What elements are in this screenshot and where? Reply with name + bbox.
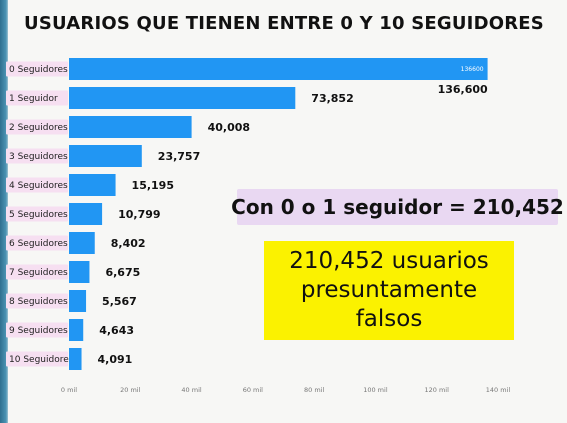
category-label: 7 Seguidores	[9, 268, 68, 278]
category-label: 9 Seguidores	[9, 326, 68, 336]
data-label: 5,567	[102, 295, 137, 308]
category-label-bg	[6, 322, 68, 338]
x-tick-label: 60 mil	[243, 386, 263, 394]
bar	[69, 348, 82, 370]
x-tick-label: 120 mil	[425, 386, 450, 394]
data-label: 73,852	[311, 92, 353, 105]
bar	[69, 232, 95, 254]
category-label: 5 Seguidores	[9, 210, 68, 220]
x-tick-label: 40 mil	[181, 386, 201, 394]
category-label: 6 Seguidores	[9, 239, 68, 249]
note-box: 210,452 usuarios presuntamente falsos	[264, 241, 514, 340]
note-line-1: 210,452 usuarios	[289, 248, 489, 274]
bar	[69, 261, 90, 283]
data-label: 8,402	[111, 237, 146, 250]
x-tick-label: 0 mil	[61, 386, 77, 394]
category-label-bg	[6, 177, 68, 193]
data-label: 40,008	[208, 121, 250, 134]
bar	[69, 58, 488, 80]
category-label-bg	[6, 90, 68, 106]
x-tick-label: 80 mil	[304, 386, 324, 394]
bar	[69, 174, 116, 196]
category-label-bg	[6, 206, 68, 222]
bar	[69, 116, 192, 138]
data-label: 10,799	[118, 208, 160, 221]
bar	[69, 87, 296, 109]
bar	[69, 319, 84, 341]
callout-box: Con 0 o 1 seguidor = 210,452	[231, 189, 564, 225]
category-label: 8 Seguidores	[9, 297, 68, 307]
note-line-3: falsos	[355, 306, 423, 332]
data-label: 6,675	[105, 266, 140, 279]
note-line-2: presuntamente	[300, 277, 478, 303]
first-bar-inner-label: 136600	[461, 66, 484, 73]
x-tick-label: 100 mil	[363, 386, 388, 394]
data-label: 23,757	[158, 150, 200, 163]
category-label-bg	[6, 119, 68, 135]
data-label: 4,643	[99, 324, 134, 337]
data-label: 15,195	[132, 179, 174, 192]
bar	[69, 203, 103, 225]
category-label-bg	[6, 61, 68, 77]
data-label: 4,091	[98, 353, 133, 366]
category-label-bg	[6, 293, 68, 309]
category-label-bg	[6, 264, 68, 280]
x-tick-label: 140 mil	[486, 386, 511, 394]
category-label: 1 Seguidor	[9, 94, 58, 104]
category-label: 3 Seguidores	[9, 152, 68, 162]
data-label: 136,600	[438, 83, 488, 96]
bar	[69, 290, 87, 312]
category-label-bg	[6, 235, 68, 251]
category-label: 2 Seguidores	[9, 123, 68, 133]
category-label-bg	[6, 148, 68, 164]
x-tick-label: 20 mil	[120, 386, 140, 394]
category-label: 0 Seguidores	[9, 65, 68, 75]
category-label: 10 Seguidores	[9, 355, 74, 365]
chart-title: USUARIOS QUE TIENEN ENTRE 0 Y 10 SEGUIDO…	[24, 13, 544, 34]
bar	[69, 145, 142, 167]
category-label-bg	[6, 351, 68, 367]
category-label: 4 Seguidores	[9, 181, 68, 191]
